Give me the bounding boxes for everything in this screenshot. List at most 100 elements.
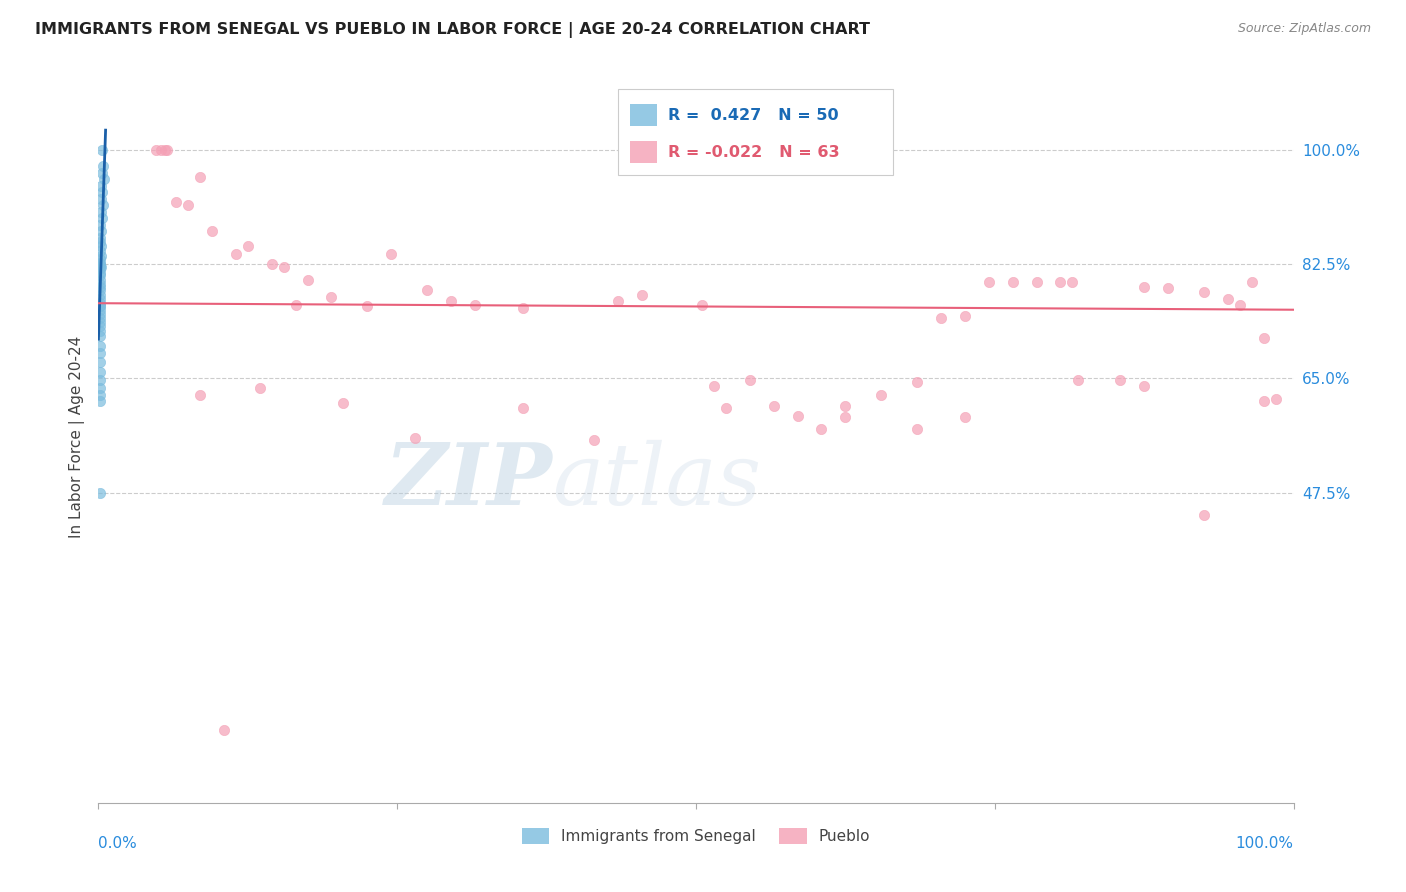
Point <box>89 277 111 291</box>
Point <box>332 396 354 410</box>
Point <box>225 247 247 261</box>
Point <box>1264 392 1286 407</box>
Point <box>89 394 111 409</box>
Point <box>953 310 976 324</box>
Point <box>90 224 112 238</box>
Point <box>512 301 534 315</box>
Point <box>1253 394 1275 409</box>
Point <box>1253 331 1275 345</box>
Point <box>91 198 114 212</box>
Point <box>89 307 111 321</box>
Text: IMMIGRANTS FROM SENEGAL VS PUEBLO IN LABOR FORCE | AGE 20-24 CORRELATION CHART: IMMIGRANTS FROM SENEGAL VS PUEBLO IN LAB… <box>35 22 870 38</box>
Text: 0.0%: 0.0% <box>98 836 138 851</box>
Point <box>1049 275 1071 289</box>
Point <box>90 239 112 253</box>
Point <box>380 247 402 261</box>
Point <box>834 410 856 425</box>
Point <box>145 143 167 157</box>
Point <box>1157 281 1180 295</box>
Point <box>89 387 111 401</box>
Point <box>631 287 654 301</box>
Point <box>762 399 785 413</box>
Point <box>1229 298 1251 312</box>
Point <box>91 159 114 173</box>
Bar <box>630 141 657 163</box>
Text: Source: ZipAtlas.com: Source: ZipAtlas.com <box>1237 22 1371 36</box>
Point <box>89 315 111 329</box>
Point <box>89 319 111 334</box>
Point <box>155 143 177 157</box>
Point <box>177 198 200 212</box>
Point <box>1216 292 1239 306</box>
Point <box>356 300 378 314</box>
Point <box>786 409 808 424</box>
Point <box>249 381 271 395</box>
Point <box>89 231 111 245</box>
Point <box>977 275 1000 289</box>
Point <box>188 387 211 401</box>
Point <box>714 401 737 415</box>
Point <box>93 172 115 186</box>
Point <box>236 239 259 253</box>
Point <box>201 224 224 238</box>
Point <box>1133 280 1156 294</box>
Point <box>89 257 111 271</box>
Point <box>929 311 952 326</box>
Point <box>297 273 319 287</box>
Point <box>89 287 111 301</box>
Point <box>260 257 283 271</box>
Point <box>89 256 111 270</box>
Point <box>1067 373 1090 387</box>
Point <box>90 178 112 193</box>
Point <box>607 294 630 309</box>
Point <box>89 266 111 280</box>
Point <box>440 294 463 309</box>
Bar <box>630 104 657 126</box>
Point <box>91 211 114 226</box>
Point <box>703 379 725 393</box>
Point <box>905 422 928 436</box>
Point <box>870 387 893 401</box>
Text: R = -0.022   N = 63: R = -0.022 N = 63 <box>668 145 841 160</box>
Point <box>89 300 111 314</box>
Point <box>89 300 111 314</box>
Point <box>149 143 172 157</box>
Point <box>89 235 111 250</box>
Point <box>1192 508 1215 523</box>
Point <box>89 302 111 317</box>
Point <box>1240 275 1263 289</box>
Point <box>512 401 534 415</box>
Point <box>89 485 111 500</box>
Point <box>89 252 111 267</box>
Point <box>155 143 177 157</box>
Point <box>89 339 111 353</box>
Point <box>738 373 761 387</box>
Point <box>89 244 111 258</box>
Point <box>89 280 111 294</box>
Point <box>89 365 111 379</box>
Point <box>188 170 211 185</box>
Point <box>273 260 295 275</box>
Point <box>284 298 307 312</box>
Legend: Immigrants from Senegal, Pueblo: Immigrants from Senegal, Pueblo <box>516 822 876 850</box>
Point <box>91 185 114 199</box>
Y-axis label: In Labor Force | Age 20-24: In Labor Force | Age 20-24 <box>69 336 84 538</box>
Point <box>89 283 111 297</box>
Point <box>810 422 832 436</box>
Point <box>89 295 111 310</box>
Point <box>89 324 111 338</box>
Point <box>905 375 928 389</box>
Text: ZIP: ZIP <box>385 439 553 523</box>
Point <box>583 434 606 448</box>
Point <box>1025 275 1047 289</box>
Point <box>1192 285 1215 299</box>
Point <box>91 165 114 179</box>
Point <box>89 261 111 276</box>
Point <box>89 373 111 387</box>
Point <box>91 143 114 157</box>
Point <box>90 248 112 262</box>
Point <box>165 194 187 209</box>
Point <box>1001 275 1024 289</box>
Point <box>404 431 426 445</box>
Text: R =  0.427   N = 50: R = 0.427 N = 50 <box>668 108 839 122</box>
